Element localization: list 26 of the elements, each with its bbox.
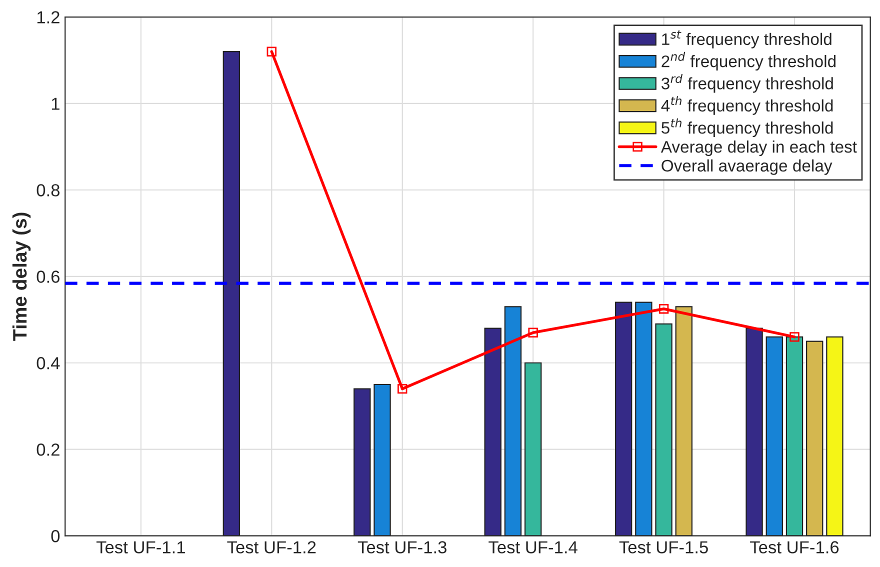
- x-tick-label: Test UF-1.2: [227, 541, 316, 554]
- y-tick-label: 1.2: [37, 11, 60, 24]
- y-tick-label: 0: [51, 530, 60, 542]
- y-tick-label: 0.8: [36, 184, 60, 196]
- y-tick-label: 0.2: [36, 444, 60, 456]
- legend-label: 1$^{st}$ frequency threshold: [662, 30, 832, 48]
- y-tick-label: 1: [52, 98, 60, 110]
- x-tick-label: Test UF-1.5: [619, 541, 708, 554]
- x-tick-label: Test UF-1.4: [488, 541, 578, 554]
- y-tick-label: 0.6: [36, 270, 60, 283]
- y-tick-label: 0.4: [36, 357, 60, 370]
- x-tick-label: Test UF-1.1: [96, 541, 185, 554]
- legend-label: Overall avaerage delay: [662, 159, 832, 175]
- point: [528, 328, 538, 338]
- point: [266, 46, 277, 56]
- point: [398, 384, 408, 394]
- legend-label: 4$^{th}$ frequency threshold: [661, 96, 833, 115]
- point: [658, 304, 669, 314]
- legend-label: 5$^{th}$ frequency threshold: [662, 118, 833, 138]
- legend-label: 2$^{nd}$ frequency threshold: [662, 52, 836, 71]
- x-tick-label: Test UF-1.3: [358, 541, 446, 554]
- legend-label: 3$^{rd}$ frequency threshold: [662, 74, 833, 93]
- x-tick-label: Test UF-1.6: [750, 541, 839, 554]
- point: [790, 332, 800, 342]
- legend-label: Average delay in each test: [660, 140, 857, 156]
- y-axis-title: Time delay (s): [12, 212, 31, 341]
